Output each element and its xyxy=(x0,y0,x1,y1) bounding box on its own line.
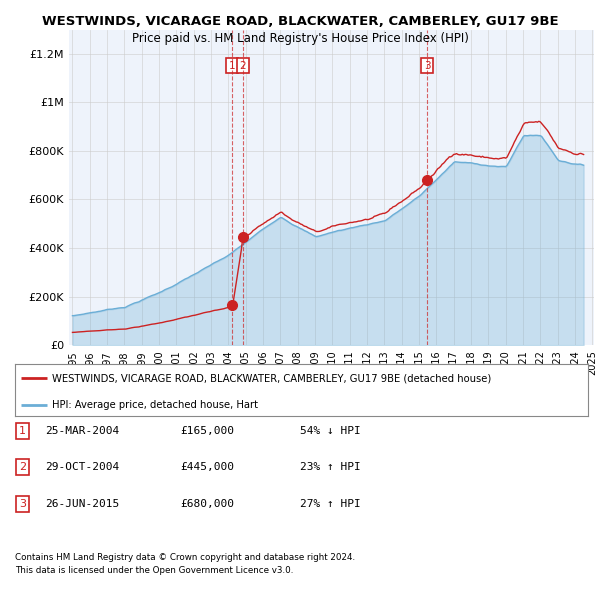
Text: £680,000: £680,000 xyxy=(180,499,234,509)
Text: HPI: Average price, detached house, Hart: HPI: Average price, detached house, Hart xyxy=(52,399,258,409)
Text: 54% ↓ HPI: 54% ↓ HPI xyxy=(300,426,361,435)
Text: 3: 3 xyxy=(19,499,26,509)
Text: 26-JUN-2015: 26-JUN-2015 xyxy=(45,499,119,509)
Text: 1: 1 xyxy=(19,426,26,435)
Text: WESTWINDS, VICARAGE ROAD, BLACKWATER, CAMBERLEY, GU17 9BE: WESTWINDS, VICARAGE ROAD, BLACKWATER, CA… xyxy=(41,15,559,28)
Text: 2: 2 xyxy=(19,463,26,472)
Text: £165,000: £165,000 xyxy=(180,426,234,435)
Text: This data is licensed under the Open Government Licence v3.0.: This data is licensed under the Open Gov… xyxy=(15,566,293,575)
Text: £445,000: £445,000 xyxy=(180,463,234,472)
Text: Contains HM Land Registry data © Crown copyright and database right 2024.: Contains HM Land Registry data © Crown c… xyxy=(15,553,355,562)
Text: 1: 1 xyxy=(229,61,236,71)
Text: 27% ↑ HPI: 27% ↑ HPI xyxy=(300,499,361,509)
Text: Price paid vs. HM Land Registry's House Price Index (HPI): Price paid vs. HM Land Registry's House … xyxy=(131,32,469,45)
Text: 2: 2 xyxy=(239,61,246,71)
Text: 23% ↑ HPI: 23% ↑ HPI xyxy=(300,463,361,472)
Text: 25-MAR-2004: 25-MAR-2004 xyxy=(45,426,119,435)
Text: WESTWINDS, VICARAGE ROAD, BLACKWATER, CAMBERLEY, GU17 9BE (detached house): WESTWINDS, VICARAGE ROAD, BLACKWATER, CA… xyxy=(52,373,491,383)
Text: 29-OCT-2004: 29-OCT-2004 xyxy=(45,463,119,472)
Text: 3: 3 xyxy=(424,61,431,71)
